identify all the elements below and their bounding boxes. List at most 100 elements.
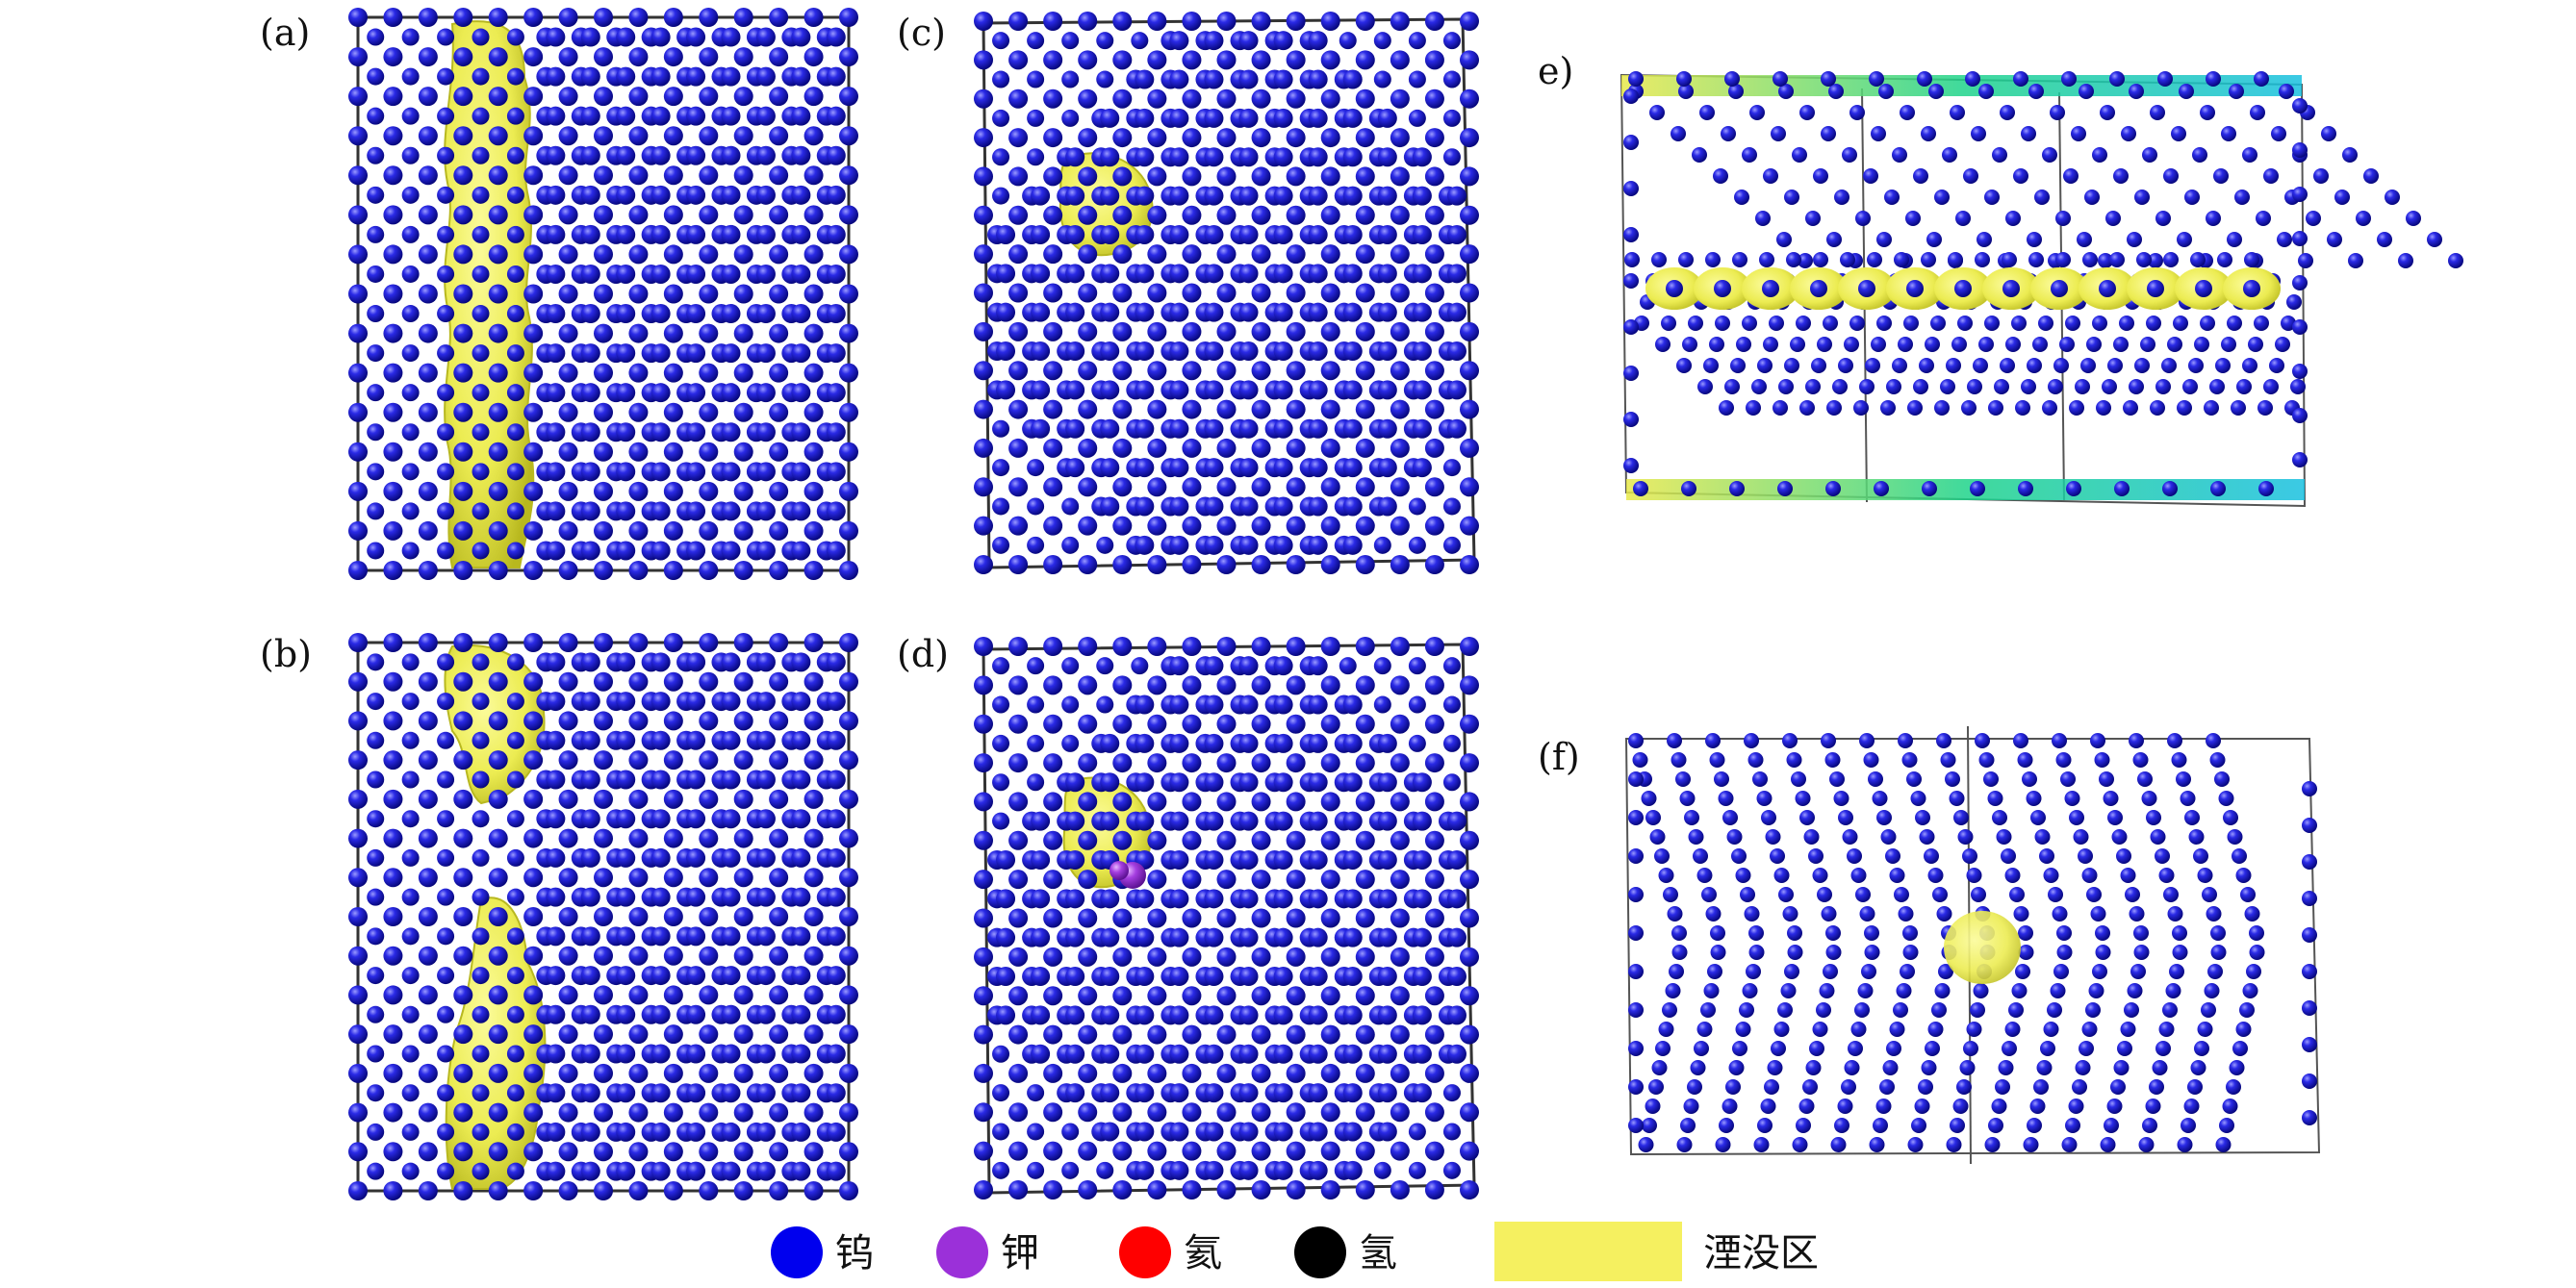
atom	[1238, 1083, 1259, 1103]
atom	[2121, 126, 2136, 141]
atom	[580, 185, 600, 205]
atom	[1373, 536, 1391, 554]
atom	[383, 907, 403, 926]
atom	[1975, 252, 1990, 267]
atom	[523, 907, 544, 926]
atom	[1308, 380, 1328, 400]
atom	[1756, 791, 1773, 806]
atom	[367, 384, 385, 402]
atom	[367, 770, 385, 789]
atom	[523, 402, 544, 422]
atom	[594, 1181, 613, 1200]
atom	[1251, 870, 1271, 890]
atom	[2053, 358, 2069, 373]
atom	[1286, 50, 1306, 70]
atom	[1966, 1022, 1982, 1037]
atom	[1112, 675, 1133, 695]
atom	[1412, 302, 1432, 322]
atom	[733, 244, 753, 265]
atom	[663, 985, 683, 1005]
atom	[803, 633, 824, 652]
atom	[472, 1123, 490, 1141]
atom	[1320, 555, 1340, 574]
atom	[1377, 1083, 1397, 1103]
atom	[803, 1024, 824, 1045]
atom	[1655, 1041, 1671, 1056]
atom	[2236, 379, 2252, 394]
atom	[506, 265, 524, 283]
atom	[367, 305, 385, 323]
atom	[2215, 1137, 2232, 1152]
atom	[733, 1063, 753, 1083]
atom	[1355, 986, 1375, 1006]
panel-e	[1620, 71, 2463, 508]
atom	[1687, 1079, 1702, 1095]
atom	[1446, 1044, 1467, 1064]
atom	[1251, 399, 1271, 419]
panel-f-box	[1624, 738, 2321, 1156]
atom	[1424, 166, 1444, 187]
atom	[1424, 714, 1444, 734]
atom	[401, 693, 420, 711]
atom	[769, 1102, 789, 1123]
atom	[1342, 186, 1363, 206]
atom	[2302, 854, 2317, 870]
atom	[2082, 252, 2098, 267]
atom	[1182, 830, 1202, 850]
atom	[1663, 887, 1678, 902]
atom	[1273, 849, 1293, 870]
atom	[348, 1102, 368, 1123]
atom	[769, 633, 789, 652]
atom	[839, 244, 858, 265]
atom	[1112, 166, 1133, 187]
atom	[2018, 481, 2033, 496]
atom	[2048, 379, 2063, 394]
atom	[1867, 252, 1882, 267]
atom	[1147, 244, 1167, 265]
atom	[418, 561, 438, 580]
atom	[1390, 50, 1410, 70]
atom	[721, 1122, 741, 1142]
atom	[1308, 695, 1328, 715]
atom	[1906, 280, 1924, 297]
atom	[580, 652, 600, 672]
atom	[628, 520, 649, 541]
atom	[1412, 458, 1432, 478]
atom	[546, 145, 566, 165]
atom	[1027, 70, 1045, 88]
atom	[1320, 830, 1340, 850]
atom	[401, 848, 420, 867]
atom	[1008, 361, 1029, 381]
atom	[826, 304, 846, 324]
atom	[1821, 71, 1836, 87]
atom	[1286, 361, 1306, 381]
atom	[1642, 1118, 1657, 1133]
atom	[1342, 458, 1363, 478]
atom	[1008, 283, 1029, 303]
atom	[1043, 1063, 1063, 1083]
atom	[1988, 1118, 2003, 1133]
atom	[1273, 967, 1293, 987]
atom	[755, 27, 776, 47]
atom	[1460, 675, 1479, 695]
atom	[1216, 438, 1237, 458]
atom	[1078, 399, 1098, 419]
atom	[755, 541, 776, 561]
atom	[1008, 166, 1029, 187]
atom	[2197, 1022, 2213, 1037]
atom	[2177, 1137, 2193, 1152]
atom	[2117, 1041, 2132, 1056]
atom	[1878, 84, 1894, 99]
atom	[1355, 166, 1375, 187]
atom	[348, 633, 368, 652]
atom	[1377, 1005, 1397, 1025]
atom	[1238, 186, 1259, 206]
atom	[1204, 695, 1224, 715]
atom	[839, 363, 858, 383]
atom	[974, 947, 993, 967]
atom	[418, 442, 438, 462]
atom	[826, 343, 846, 364]
atom	[1390, 908, 1410, 928]
atom	[1921, 126, 1936, 141]
atom	[401, 542, 420, 560]
